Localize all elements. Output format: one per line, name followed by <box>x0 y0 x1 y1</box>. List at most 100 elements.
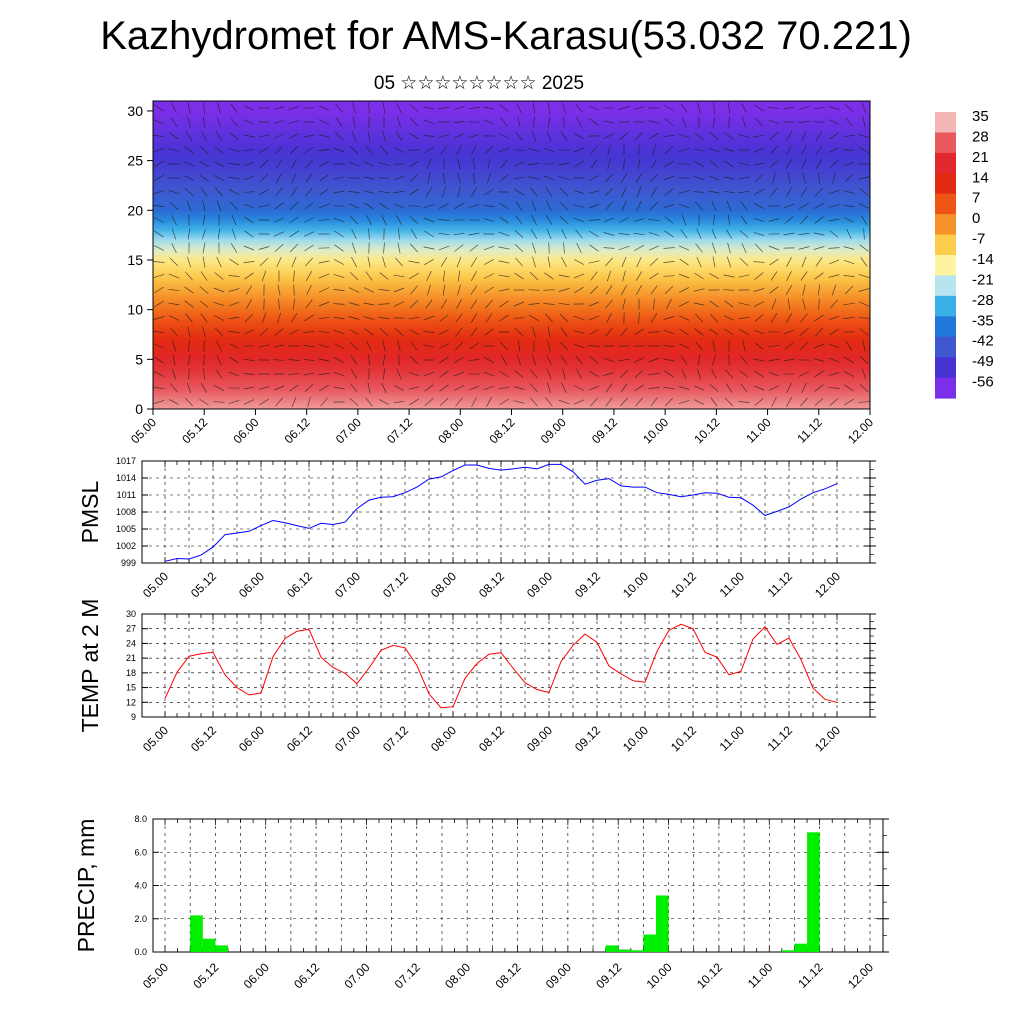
wind-barb <box>203 368 205 380</box>
wind-barb <box>828 387 840 389</box>
y-tick-label: 1005 <box>116 524 136 534</box>
wind-barb <box>364 328 374 336</box>
wind-barb <box>588 329 600 335</box>
wind-barb <box>605 383 613 393</box>
wind-barb <box>351 228 357 240</box>
wind-barb <box>457 270 461 282</box>
wind-barb <box>828 218 840 222</box>
wind-barb <box>348 203 360 209</box>
wind-barb <box>588 260 600 264</box>
wind-barb <box>742 116 746 128</box>
wind-barb <box>695 243 703 253</box>
wind-barb <box>814 187 824 197</box>
wind-barb <box>589 244 599 252</box>
wind-barb <box>528 303 540 305</box>
wind-barb <box>664 286 674 294</box>
wind-barb <box>605 285 613 295</box>
y-tick-label: 0 <box>135 401 143 417</box>
wind-barb <box>860 257 868 267</box>
wind-barb <box>828 372 840 376</box>
wind-barb <box>199 174 209 182</box>
wind-barb <box>741 242 747 254</box>
wind-barb <box>693 288 705 292</box>
wind-barb <box>814 398 824 406</box>
wind-barb <box>333 343 345 349</box>
wind-barb <box>528 163 540 165</box>
wind-barb <box>333 316 345 320</box>
wind-barb <box>483 119 495 125</box>
wind-barb <box>243 386 255 390</box>
wind-barb <box>365 397 373 407</box>
wind-barb <box>334 131 344 141</box>
wind-barb <box>664 161 674 167</box>
x-tick-label: 10.12 <box>691 415 722 446</box>
wind-barb <box>483 371 495 377</box>
wind-barb <box>863 228 865 240</box>
wind-barb <box>635 271 643 281</box>
wind-barb <box>801 144 807 156</box>
wind-barb <box>349 271 359 281</box>
wind-barb <box>772 172 776 184</box>
wind-barb <box>290 187 298 197</box>
wind-barb <box>318 218 330 222</box>
wind-barb <box>499 104 509 112</box>
wind-barb <box>153 119 165 125</box>
wind-barb <box>304 314 314 322</box>
wind-barb <box>563 242 565 254</box>
wind-barb <box>470 187 478 197</box>
wind-barb <box>378 316 390 320</box>
wind-barb <box>274 328 284 336</box>
colorbar-swatch <box>935 316 956 338</box>
wind-barb <box>738 162 750 166</box>
wind-barb <box>513 301 525 307</box>
wind-barb <box>695 341 703 351</box>
wind-barb <box>214 315 224 321</box>
wind-barb <box>187 228 191 240</box>
wind-barb <box>153 316 165 320</box>
wind-barb <box>499 370 509 378</box>
wind-barb <box>188 368 190 380</box>
wind-barb <box>168 190 180 194</box>
wind-barb <box>753 358 765 362</box>
y-tick-label: 4.0 <box>134 881 147 891</box>
wind-barb <box>678 386 690 390</box>
wind-barb <box>274 145 284 155</box>
wind-barb <box>368 228 370 240</box>
wind-barb <box>798 233 810 235</box>
wind-barb <box>754 398 764 406</box>
wind-barb <box>216 116 222 128</box>
wind-barb <box>693 148 705 152</box>
wind-barb <box>217 228 221 240</box>
wind-barb <box>650 159 658 169</box>
wind-barb <box>185 131 193 141</box>
wind-barb <box>648 245 660 251</box>
wind-barb <box>153 205 165 207</box>
wind-barb <box>679 258 689 266</box>
wind-barb <box>498 147 510 153</box>
wind-barb <box>813 232 825 236</box>
wind-barb <box>573 315 585 321</box>
wind-barb <box>754 203 764 209</box>
wind-barb <box>213 287 225 293</box>
wind-barb <box>860 215 868 225</box>
wind-barb <box>828 189 840 195</box>
wind-barb <box>243 373 255 375</box>
wind-barb <box>427 284 431 296</box>
wind-barb <box>470 271 478 281</box>
wind-barb <box>363 190 375 194</box>
wind-barb <box>663 247 675 249</box>
wind-barb <box>153 330 165 334</box>
precip-bar <box>190 915 203 952</box>
wind-barb <box>530 369 538 379</box>
wind-barb <box>438 134 450 138</box>
wind-barb <box>366 214 372 226</box>
wind-barb <box>454 356 464 364</box>
wind-barb <box>843 134 855 138</box>
wind-barb <box>183 161 195 167</box>
wind-barb <box>513 386 525 390</box>
wind-barb <box>786 186 792 198</box>
wind-barb <box>409 398 419 406</box>
wind-barb <box>829 160 839 168</box>
wind-barb <box>558 176 570 180</box>
wind-barb <box>652 144 656 156</box>
